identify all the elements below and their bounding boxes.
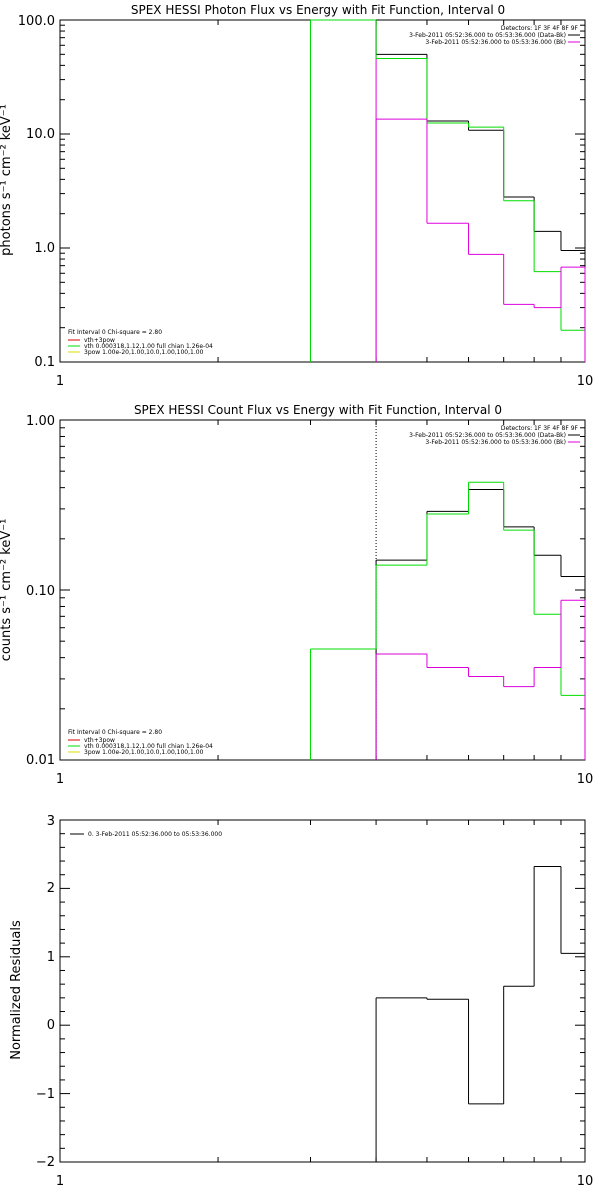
y-tick-label: 1.0 (34, 241, 55, 256)
y-tick-label: −1 (36, 1087, 55, 1102)
fit-legend: Fit Interval 0 Chi-square = 2.80 vth+3po… (68, 729, 213, 756)
axis-ticks (59, 19, 585, 363)
series-bk (375, 118, 586, 362)
legend-entry-bk: 3-Feb-2011 05:52:36.000 to 05:53:36.000 … (425, 439, 566, 446)
detector-legend: Detectors: 1F 3F 4F 8F 9F 3-Feb-2011 05:… (409, 425, 580, 446)
legend-entry: 0. 3-Feb-2011 05:52:36.000 to 05:53:36.0… (88, 831, 222, 838)
x-tick-label: 1 (56, 1174, 64, 1189)
series-bk (375, 599, 586, 760)
series-data-bk (309, 19, 586, 362)
plot-frame (59, 19, 586, 363)
y-tick-label: 0 (47, 1018, 55, 1033)
fit-legend-entry: vth 0.000318,1.12,1.00 full chian 1.26e-… (84, 343, 213, 350)
residuals-panel: Normalized Residuals 1 10 −2 −1 0 1 2 3 … (9, 814, 593, 1189)
plot-area (309, 19, 586, 362)
y-tick-label: 100.0 (18, 14, 55, 29)
x-tick-label: 10 (577, 374, 594, 389)
residual-legend: 0. 3-Feb-2011 05:52:36.000 to 05:53:36.0… (70, 831, 222, 838)
y-tick-label: 0.1 (34, 355, 55, 370)
legend-detectors: Detectors: 1F 3F 4F 8F 9F (501, 425, 579, 432)
fit-legend-title: Fit Interval 0 Chi-square = 2.80 (68, 329, 162, 336)
plot-frame (59, 419, 586, 761)
series-vth-3pow (309, 481, 586, 760)
detector-legend: Detectors: 1F 3F 4F 8F 9F 3-Feb-2011 05:… (409, 25, 580, 46)
series-vth-3pow (309, 19, 586, 362)
legend-entry-data: 3-Feb-2011 05:52:36.000 to 05:53:36.000 … (409, 32, 566, 39)
photon-flux-panel: SPEX HESSI Photon Flux vs Energy with Fi… (0, 3, 593, 389)
fit-legend-entry: 3pow 1.00e-20,1.00,10.0,1.00,100,1.00 (84, 749, 204, 756)
axis-ticks (59, 419, 585, 761)
chart-title: SPEX HESSI Photon Flux vs Energy with Fi… (131, 3, 505, 17)
axis-ticks (59, 819, 585, 1163)
y-tick-label: 1.00 (26, 414, 55, 429)
legend-entry-bk: 3-Feb-2011 05:52:36.000 to 05:53:36.000 … (425, 39, 566, 46)
y-axis-label: photons s⁻¹ cm⁻² keV⁻¹ (0, 104, 14, 256)
fit-legend-entry: vth+3pow (84, 737, 115, 744)
y-tick-label: −2 (36, 1155, 55, 1170)
y-tick-label: 2 (47, 881, 55, 896)
y-tick-label: 1 (47, 950, 55, 965)
x-tick-label: 1 (56, 374, 64, 389)
y-tick-label: 0.01 (26, 753, 55, 768)
x-tick-label: 10 (577, 1174, 594, 1189)
fit-legend: Fit Interval 0 Chi-square = 2.80 vth+3po… (68, 329, 213, 356)
series-data-bk (375, 489, 586, 760)
legend-detectors: Detectors: 1F 3F 4F 8F 9F (501, 25, 579, 32)
x-tick-label: 1 (56, 772, 64, 787)
x-tick-label: 10 (577, 772, 594, 787)
series-0-3-feb-2011-05-52-36-000-to-05-53-36-000 (375, 866, 586, 1162)
fit-legend-title: Fit Interval 0 Chi-square = 2.80 (68, 729, 162, 736)
fit-legend-entry: 3pow 1.00e-20,1.00,10.0,1.00,100,1.00 (84, 349, 204, 356)
y-axis-label: Normalized Residuals (9, 920, 24, 1060)
y-tick-label: 10.0 (26, 127, 55, 142)
plot-area (309, 420, 586, 760)
legend-entry-data: 3-Feb-2011 05:52:36.000 to 05:53:36.000 … (409, 432, 566, 439)
plot-area (375, 866, 586, 1162)
y-tick-label: 0.10 (26, 584, 55, 599)
plot-frame (59, 819, 586, 1163)
fit-legend-entry: vth 0.000318,1.12,1.00 full chian 1.26e-… (84, 743, 213, 750)
y-tick-label: 3 (47, 814, 55, 829)
chart-title: SPEX HESSI Count Flux vs Energy with Fit… (134, 403, 502, 417)
count-flux-panel: SPEX HESSI Count Flux vs Energy with Fit… (0, 403, 593, 787)
y-axis-label: counts s⁻¹ cm⁻² keV⁻¹ (0, 519, 14, 662)
fit-legend-entry: vth+3pow (84, 337, 115, 344)
